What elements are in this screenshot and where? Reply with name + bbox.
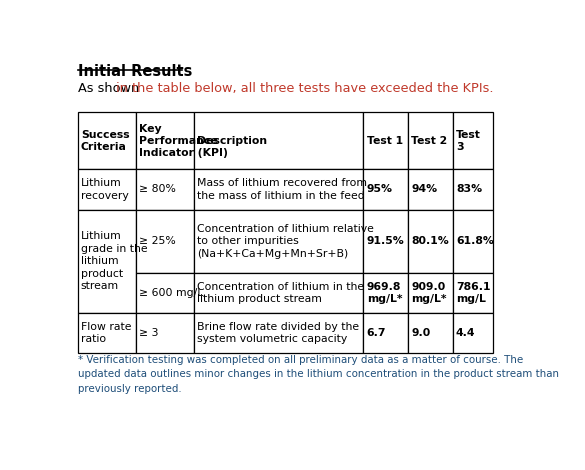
Bar xyxy=(136,273,194,313)
Text: * Verification testing was completed on all preliminary data as a matter of cour: * Verification testing was completed on … xyxy=(78,355,559,394)
Bar xyxy=(408,313,453,353)
Text: Test
3: Test 3 xyxy=(456,130,481,152)
Bar xyxy=(78,112,136,169)
Bar xyxy=(408,112,453,169)
Bar xyxy=(408,273,453,313)
Text: 909.0
mg/L*: 909.0 mg/L* xyxy=(411,282,447,304)
Bar xyxy=(453,313,493,353)
Text: Lithium
grade in the
lithium
product
stream: Lithium grade in the lithium product str… xyxy=(81,232,147,291)
Text: 969.8
mg/L*: 969.8 mg/L* xyxy=(367,282,402,304)
Text: Flow rate
ratio: Flow rate ratio xyxy=(81,322,131,345)
Bar xyxy=(363,169,408,210)
Text: As shown: As shown xyxy=(78,82,143,95)
Bar xyxy=(136,210,194,273)
Text: Key
Performance
Indicator (KPI): Key Performance Indicator (KPI) xyxy=(139,124,228,158)
Bar xyxy=(194,112,363,169)
Bar xyxy=(78,313,136,353)
Text: 9.0: 9.0 xyxy=(411,328,431,338)
Bar xyxy=(453,112,493,169)
Bar xyxy=(453,169,493,210)
Text: 6.7: 6.7 xyxy=(367,328,386,338)
Bar xyxy=(408,210,453,273)
Text: 91.5%: 91.5% xyxy=(367,236,404,246)
Text: 94%: 94% xyxy=(411,185,438,195)
Text: Success
Criteria: Success Criteria xyxy=(81,130,129,152)
Text: Test 1: Test 1 xyxy=(367,136,402,146)
Bar xyxy=(363,273,408,313)
Text: Brine flow rate divided by the
system volumetric capacity: Brine flow rate divided by the system vo… xyxy=(197,322,359,345)
Bar xyxy=(453,210,493,273)
Text: ≥ 25%: ≥ 25% xyxy=(139,236,175,246)
Text: Concentration of lithium relative
to other impurities
(Na+K+Ca+Mg+Mn+Sr+B): Concentration of lithium relative to oth… xyxy=(197,224,374,258)
Bar xyxy=(194,313,363,353)
Bar xyxy=(136,313,194,353)
Bar xyxy=(136,112,194,169)
Bar xyxy=(363,210,408,273)
Text: 4.4: 4.4 xyxy=(456,328,476,338)
Bar xyxy=(194,210,363,273)
Text: Description: Description xyxy=(197,136,267,146)
Bar xyxy=(408,169,453,210)
Text: Test 2: Test 2 xyxy=(411,136,448,146)
Bar xyxy=(136,169,194,210)
Text: 61.8%: 61.8% xyxy=(456,236,494,246)
Bar xyxy=(453,273,493,313)
Text: Lithium
recovery: Lithium recovery xyxy=(81,178,129,201)
Text: Initial Results: Initial Results xyxy=(78,64,192,79)
Text: 83%: 83% xyxy=(456,185,482,195)
Text: in the table below, all three tests have exceeded the KPIs.: in the table below, all three tests have… xyxy=(116,82,494,95)
Text: Mass of lithium recovered from
the mass of lithium in the feed: Mass of lithium recovered from the mass … xyxy=(197,178,367,201)
Bar xyxy=(78,210,136,313)
Text: Concentration of lithium in the
lithium product stream: Concentration of lithium in the lithium … xyxy=(197,282,364,304)
Text: ≥ 600 mg/L: ≥ 600 mg/L xyxy=(139,288,203,298)
Bar xyxy=(194,273,363,313)
Bar xyxy=(363,313,408,353)
Text: 80.1%: 80.1% xyxy=(411,236,449,246)
Text: 786.1
mg/L: 786.1 mg/L xyxy=(456,282,490,304)
Bar xyxy=(78,169,136,210)
Text: ≥ 80%: ≥ 80% xyxy=(139,185,175,195)
Text: 95%: 95% xyxy=(367,185,393,195)
Text: ≥ 3: ≥ 3 xyxy=(139,328,159,338)
Bar xyxy=(363,112,408,169)
Bar xyxy=(194,169,363,210)
